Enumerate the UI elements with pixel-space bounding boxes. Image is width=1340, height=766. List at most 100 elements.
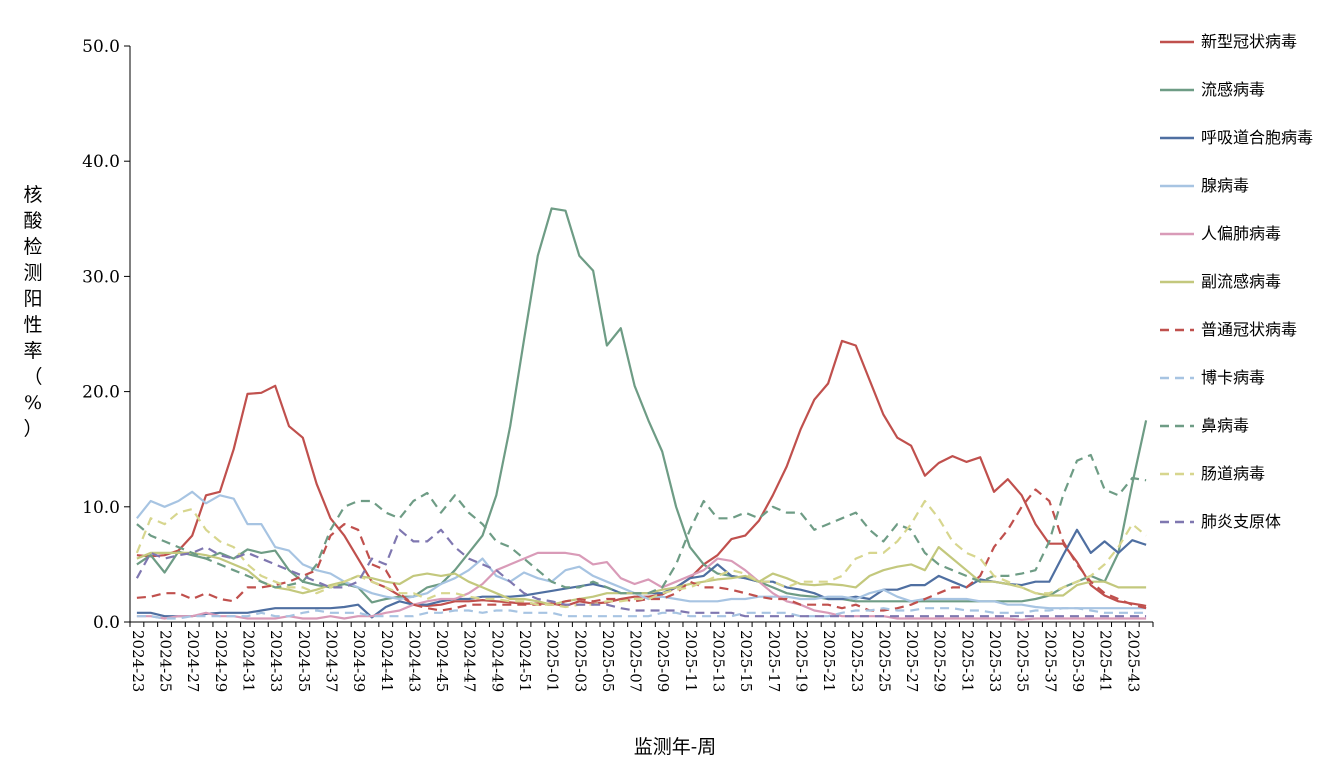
x-tick-label: 2025-19 — [792, 630, 810, 692]
x-tick-label: 2024-27 — [184, 630, 202, 692]
legend-swatch — [1160, 184, 1194, 188]
x-tick-label: 2025-41 — [1097, 630, 1115, 692]
series-line-1 — [136, 207, 1148, 604]
x-tick-label: 2025-35 — [1014, 630, 1032, 692]
legend-item: 呼吸道合胞病毒 — [1158, 126, 1340, 150]
y-axis-title-char: 检 — [23, 236, 43, 258]
x-tick-label: 2024-49 — [488, 630, 506, 692]
x-axis: 2024-23 2024-25 2024-27 2024-29 2024-31 2024-… — [129, 621, 1154, 692]
x-tick-label: 2025-15 — [737, 630, 755, 692]
plot-lines — [135, 207, 1148, 621]
x-tick-label: 2025-37 — [1041, 630, 1059, 692]
legend-item: 普通冠状病毒 — [1158, 318, 1340, 342]
legend-label: 副流感病毒 — [1201, 272, 1282, 291]
legend-item: 副流感病毒 — [1158, 270, 1340, 294]
legend-swatch — [1160, 88, 1194, 92]
x-tick-label: 2024-25 — [157, 630, 175, 692]
y-tick-label: 50.0 — [82, 37, 120, 57]
legend-label: 普通冠状病毒 — [1201, 320, 1298, 339]
x-tick-label: 2024-37 — [322, 630, 340, 692]
x-tick-label: 2025-43 — [1124, 630, 1142, 692]
x-tick-label: 2025-21 — [820, 630, 838, 692]
y-tick-label: 40.0 — [82, 152, 120, 172]
x-tick-label: 2025-13 — [710, 630, 728, 692]
legend-item: 肠道病毒 — [1158, 462, 1340, 486]
legend-swatch — [1160, 520, 1194, 524]
y-axis-title-char: 率 — [23, 340, 43, 362]
x-tick-label: 2025-33 — [986, 630, 1004, 692]
legend-label: 新型冠状病毒 — [1201, 32, 1298, 51]
series-line-0 — [136, 339, 1147, 608]
series-line-10 — [135, 528, 1147, 618]
x-tick-label: 2025-27 — [903, 630, 921, 692]
legend-swatch — [1160, 136, 1194, 140]
legend-label: 博卡病毒 — [1201, 368, 1266, 387]
y-axis-title-char: 阳 — [23, 288, 43, 310]
x-tick-label: 2024-47 — [461, 630, 479, 692]
legend-label: 流感病毒 — [1201, 80, 1266, 99]
x-tick-label: 2025-11 — [682, 630, 700, 692]
legend-item: 腺病毒 — [1158, 174, 1340, 198]
legend-item: 鼻病毒 — [1158, 414, 1340, 438]
x-tick-label: 2024-45 — [433, 630, 451, 692]
series-line-9 — [135, 499, 1147, 609]
x-tick-label: 2025-05 — [599, 630, 617, 692]
series-line-3 — [136, 490, 1147, 610]
legend-swatch — [1160, 232, 1194, 236]
x-tick-label: 2024-29 — [212, 630, 230, 692]
x-tick-label: 2025-03 — [571, 630, 589, 692]
y-axis-title-char: 测 — [23, 262, 43, 284]
x-tick-label: 2024-39 — [350, 630, 368, 692]
x-tick-label: 2025-31 — [958, 630, 976, 692]
legend-label: 肺炎支原体 — [1201, 512, 1282, 531]
legend-item: 流感病毒 — [1158, 78, 1340, 102]
y-axis: 0.0 10.0 20.0 30.0 40.0 50.0 — [82, 37, 131, 633]
x-tick-label: 2025-07 — [627, 630, 645, 692]
x-tick-label: 2024-43 — [405, 630, 423, 692]
x-tick-label: 2024-31 — [240, 630, 258, 692]
x-tick-label: 2025-25 — [875, 630, 893, 692]
y-tick-label: 10.0 — [82, 498, 120, 518]
y-axis-title: 核酸检测阳性率 （% ） — [18, 182, 48, 442]
legend-item: 新型冠状病毒 — [1158, 30, 1340, 54]
x-tick-label: 2024-51 — [516, 630, 534, 692]
legend-swatch — [1160, 472, 1194, 476]
x-tick-label: 2024-33 — [267, 630, 285, 692]
x-tick-label: 2025-17 — [765, 630, 783, 692]
x-tick-label: 2025-09 — [654, 630, 672, 692]
x-axis-title: 监测年-周 — [633, 736, 717, 758]
y-axis-title-char: （ — [23, 366, 43, 388]
legend-swatch — [1160, 376, 1194, 380]
x-tick-label: 2025-23 — [848, 630, 866, 692]
legend-swatch — [1160, 424, 1194, 428]
x-tick-label: 2025-39 — [1069, 630, 1087, 692]
x-tick-label: 2025-01 — [544, 630, 562, 692]
x-tick-label: 2024-41 — [378, 630, 396, 692]
legend-label: 肠道病毒 — [1201, 464, 1266, 483]
legend-item: 人偏肺病毒 — [1158, 222, 1340, 246]
legend-label: 呼吸道合胞病毒 — [1201, 128, 1314, 147]
legend-swatch — [1160, 280, 1194, 284]
y-tick-label: 20.0 — [82, 383, 120, 403]
legend-item: 肺炎支原体 — [1158, 510, 1340, 534]
y-axis-title-char: % — [23, 392, 43, 414]
x-tick-label: 2024-35 — [295, 630, 313, 692]
legend-swatch — [1160, 40, 1194, 44]
legend-swatch — [1160, 328, 1194, 332]
series-line-6 — [136, 488, 1147, 612]
legend-label: 鼻病毒 — [1201, 416, 1250, 435]
y-tick-label: 30.0 — [82, 267, 120, 287]
y-axis-title-char: 性 — [23, 314, 43, 336]
y-tick-label: 0.0 — [93, 613, 120, 633]
series-line-2 — [136, 528, 1147, 619]
y-axis-title-char: 核 — [23, 184, 43, 206]
legend-label: 人偏肺病毒 — [1201, 224, 1282, 243]
series-line-8 — [136, 453, 1147, 595]
series-line-7 — [136, 607, 1147, 620]
y-axis-title-char: 酸 — [23, 210, 43, 232]
x-tick-label: 2024-23 — [129, 630, 147, 692]
y-axis-title-char: ） — [23, 418, 43, 440]
x-tick-label: 2025-29 — [931, 630, 949, 692]
series-line-4 — [136, 551, 1147, 621]
